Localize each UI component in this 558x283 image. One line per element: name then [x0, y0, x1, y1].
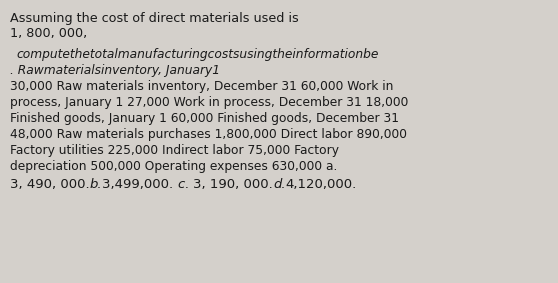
Text: 3,499,000.: 3,499,000.	[102, 178, 177, 191]
Text: 1, 800, 000,: 1, 800, 000,	[10, 27, 87, 40]
Text: 48,000 Raw materials purchases 1,800,000 Direct labor 890,000: 48,000 Raw materials purchases 1,800,000…	[10, 128, 407, 141]
Text: process, January 1 27,000 Work in process, December 31 18,000: process, January 1 27,000 Work in proces…	[10, 96, 408, 109]
Text: 3, 490, 000.: 3, 490, 000.	[10, 178, 90, 191]
Text: 30,000 Raw materials inventory, December 31 60,000 Work in: 30,000 Raw materials inventory, December…	[10, 80, 393, 93]
Text: b.: b.	[90, 178, 102, 191]
Text: Finished goods, January 1 60,000 Finished goods, December 31: Finished goods, January 1 60,000 Finishe…	[10, 112, 399, 125]
Text: computethetotalmanufacturingcostsusingtheinformationbe: computethetotalmanufacturingcostsusingth…	[16, 48, 378, 61]
Text: Assuming the cost of direct materials used is: Assuming the cost of direct materials us…	[10, 12, 299, 25]
Text: Factory utilities 225,000 Indirect labor 75,000 Factory: Factory utilities 225,000 Indirect labor…	[10, 144, 339, 157]
Text: 3, 190, 000.: 3, 190, 000.	[194, 178, 273, 191]
Text: depreciation 500,000 Operating expenses 630,000 a.: depreciation 500,000 Operating expenses …	[10, 160, 338, 173]
Text: 4,120,000.: 4,120,000.	[286, 178, 357, 191]
Text: c.: c.	[177, 178, 194, 191]
Text: . Rawmaterialsinventory, January1: . Rawmaterialsinventory, January1	[10, 64, 220, 77]
Text: d.: d.	[273, 178, 286, 191]
